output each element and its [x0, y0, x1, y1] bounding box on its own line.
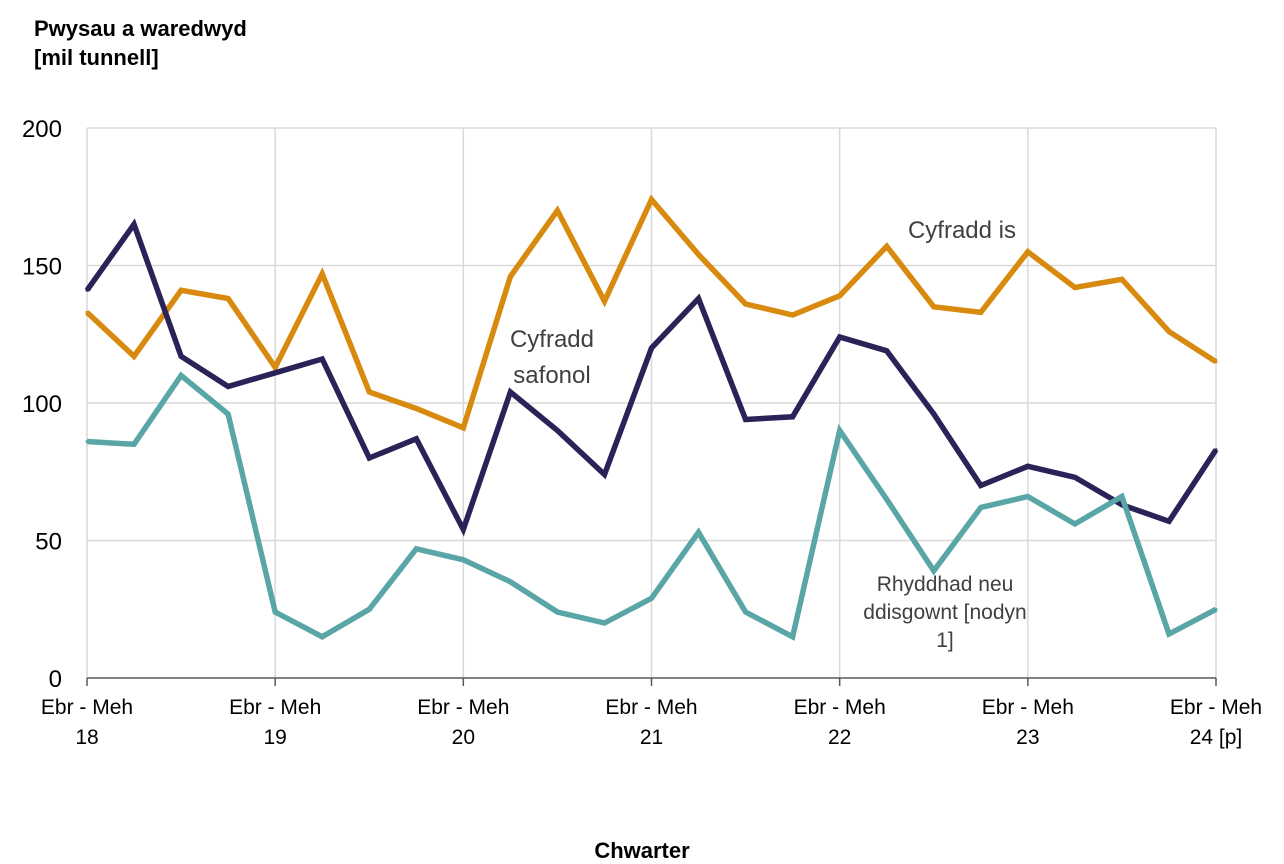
x-tick-label: Ebr - Meh 23	[982, 696, 1074, 749]
data-point	[838, 429, 842, 432]
data-point	[697, 253, 701, 256]
data-point	[414, 547, 418, 551]
data-point	[273, 371, 277, 375]
data-point	[508, 275, 512, 278]
data-point	[367, 456, 371, 460]
data-point	[650, 596, 653, 600]
data-point	[461, 558, 465, 562]
data-point	[555, 610, 559, 614]
data-point	[650, 198, 653, 201]
data-point	[320, 357, 324, 361]
x-tick-label: Ebr - Meh 18	[41, 696, 133, 749]
data-point	[744, 418, 748, 421]
data-point	[838, 294, 842, 298]
data-point	[979, 484, 983, 487]
data-point	[179, 354, 183, 358]
y-axis-title-line: [mil tunnell]	[34, 45, 159, 70]
data-point	[85, 440, 89, 443]
x-axis-title: Chwarter	[594, 838, 690, 863]
data-point	[508, 390, 512, 394]
x-tick-label: Ebr - Meh 20	[417, 696, 509, 749]
data-point	[414, 407, 418, 410]
data-point	[1073, 475, 1077, 479]
data-point	[132, 354, 136, 358]
data-point	[885, 349, 889, 353]
data-point	[226, 297, 230, 300]
data-point	[885, 497, 889, 501]
series-label: Cyfradd is	[908, 217, 1016, 244]
data-point	[132, 222, 136, 226]
data-point	[1214, 360, 1218, 364]
data-point	[791, 313, 795, 317]
x-tick-label: Ebr - Meh 19	[229, 696, 321, 749]
data-point	[885, 244, 889, 248]
data-point	[791, 635, 795, 639]
data-point	[85, 310, 89, 314]
data-point	[555, 209, 559, 212]
data-point	[273, 610, 277, 614]
data-point	[1120, 495, 1124, 498]
x-tick-label: Ebr - Meh 24 [p]	[1170, 696, 1262, 749]
data-point	[414, 437, 418, 441]
data-point	[697, 530, 701, 534]
data-point	[367, 607, 371, 611]
data-point	[508, 580, 512, 584]
data-point	[932, 569, 936, 573]
data-point	[320, 635, 324, 639]
data-point	[979, 506, 983, 509]
data-point	[602, 621, 606, 625]
data-point	[744, 302, 748, 306]
y-tick-label: 150	[22, 254, 62, 281]
data-point	[932, 412, 936, 416]
data-point	[320, 272, 324, 276]
data-point	[602, 473, 606, 476]
x-tick-label: Ebr - Meh 22	[794, 696, 886, 749]
data-point	[650, 346, 653, 350]
y-tick-label: 100	[22, 391, 62, 418]
y-tick-label: 0	[49, 666, 62, 693]
data-point	[1026, 250, 1030, 254]
data-point	[1026, 464, 1030, 468]
y-axis-title: Pwysau a waredwyd [mil tunnell]	[34, 14, 247, 72]
data-point	[1167, 330, 1171, 333]
series-label: Rhyddhad neu ddisgownt [nodyn 1]	[863, 573, 1026, 652]
data-point	[85, 288, 89, 292]
data-point	[744, 610, 748, 614]
data-point	[602, 299, 606, 303]
data-point	[791, 415, 795, 419]
data-point	[1167, 632, 1171, 636]
data-point	[1214, 607, 1218, 611]
data-point	[979, 310, 983, 314]
data-point	[838, 335, 842, 339]
data-point	[1167, 519, 1171, 523]
data-point	[461, 426, 465, 430]
data-point	[1073, 522, 1077, 526]
data-point	[697, 297, 701, 300]
x-tick-label: Ebr - Meh 21	[605, 696, 697, 749]
data-point	[1214, 448, 1218, 452]
data-point	[179, 288, 183, 292]
data-point	[226, 412, 230, 416]
data-point	[1026, 495, 1030, 498]
data-point	[555, 429, 559, 432]
data-point	[461, 528, 465, 531]
y-axis-title-line: Pwysau a waredwyd	[34, 16, 247, 41]
data-point	[1073, 286, 1077, 289]
data-point	[367, 390, 371, 394]
data-point	[932, 305, 936, 309]
data-point	[179, 374, 183, 377]
data-point	[273, 365, 277, 369]
data-point	[1120, 277, 1124, 281]
series-label: Cyfradd safonol	[510, 326, 594, 389]
y-tick-label: 50	[35, 529, 62, 556]
y-tick-label: 200	[22, 116, 62, 143]
data-point	[132, 442, 136, 446]
data-point	[226, 385, 230, 388]
